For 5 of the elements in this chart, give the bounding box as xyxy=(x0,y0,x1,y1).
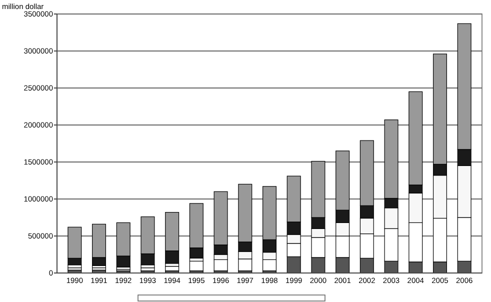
bar xyxy=(68,268,82,270)
bar xyxy=(189,260,204,272)
bar xyxy=(165,266,180,272)
bar xyxy=(214,259,228,272)
bar xyxy=(92,268,106,270)
